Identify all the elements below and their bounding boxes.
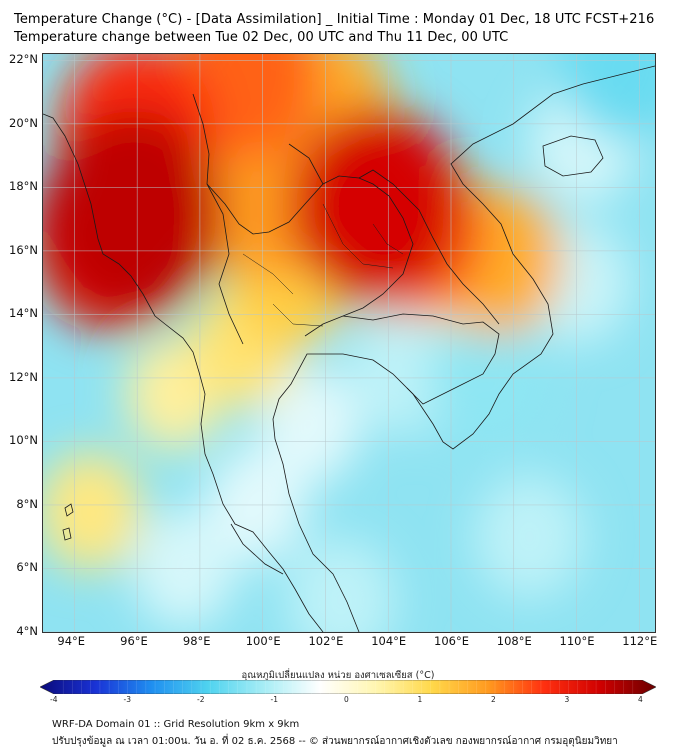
island-andaman-1 (64, 503, 74, 517)
gulf-coastline (272, 65, 655, 632)
field-warm-myanmar-west (44, 110, 224, 316)
colorbar-tick-label: -4 (50, 695, 58, 704)
hainan-coastline (542, 135, 604, 177)
temperature-change-map[interactable] (42, 53, 656, 633)
lat-label: 20°N (9, 115, 38, 130)
lon-label: 102°E (308, 634, 344, 648)
lat-label: 12°N (9, 369, 38, 384)
temperature-field (43, 54, 655, 632)
cambodia-border (342, 313, 500, 405)
lon-label: 110°E (559, 634, 595, 648)
colorbar-tick-label: -3 (123, 695, 131, 704)
lon-label: 98°E (182, 634, 211, 648)
lon-label: 106°E (434, 634, 469, 648)
coastlines-and-borders (43, 65, 655, 632)
mainland-coastline (43, 113, 324, 632)
lon-label: 112°E (622, 634, 658, 648)
island-andaman-2 (62, 527, 72, 541)
chart-title: Temperature Change (°C) - [Data Assimila… (14, 12, 655, 27)
northeast-province-lines (242, 203, 404, 327)
thailand-border (206, 175, 414, 337)
lat-label: 16°N (9, 242, 38, 257)
lat-label: 22°N (9, 52, 38, 67)
field-cool-southeast (474, 474, 585, 600)
lat-label: 4°N (16, 624, 38, 638)
field-warm-southwest (43, 452, 142, 571)
colorbar-tick-label: -1 (270, 695, 278, 704)
lat-label: 8°N (16, 496, 38, 511)
lat-label: 18°N (9, 179, 38, 194)
lat-label: 14°N (9, 306, 38, 321)
lon-label: 94°E (57, 634, 86, 648)
footer-credit: ปรับปรุงข้อมูล ณ เวลา 01:00น. วัน อ. ที่… (52, 736, 618, 747)
chart-subtitle: Temperature change between Tue 02 Dec, 0… (14, 30, 509, 45)
colorbar (39, 679, 657, 695)
lat-label: 6°N (16, 560, 38, 575)
graticule (43, 54, 655, 632)
field-warm-laos-thailand (288, 107, 463, 306)
myanmar-border (192, 93, 244, 345)
field-cool-malaysia (286, 537, 396, 632)
footer-model-info: WRF-DA Domain 01 :: Grid Resolution 9km … (52, 719, 300, 730)
lon-label: 108°E (496, 634, 532, 648)
colorbar-segments (62, 680, 634, 694)
map-canvas (43, 54, 655, 632)
colorbar-tick-label: -2 (197, 695, 205, 704)
colorbar-tick-label: 0 (344, 695, 349, 704)
peninsula-border (230, 523, 284, 575)
lon-label: 104°E (371, 634, 407, 648)
field-cool-cambodia (349, 309, 459, 434)
colorbar-tick-label: 3 (564, 695, 570, 704)
lon-label: 96°E (120, 634, 148, 648)
lat-label: 10°N (9, 433, 38, 448)
laos-border (288, 143, 500, 325)
field-cool-northeast-corner (559, 54, 655, 141)
colorbar-tick-label: 2 (491, 695, 496, 704)
field-cool-gulf-thailand (259, 367, 361, 484)
colorbar-tick-label: 4 (638, 695, 643, 704)
colorbar-label: อุณหภูมิเปลี่ยนแปลง หน่วย องศาเซลเซียส (… (241, 670, 435, 681)
lon-label: 100°E (245, 634, 281, 648)
colorbar-tick-label: 1 (417, 695, 423, 704)
